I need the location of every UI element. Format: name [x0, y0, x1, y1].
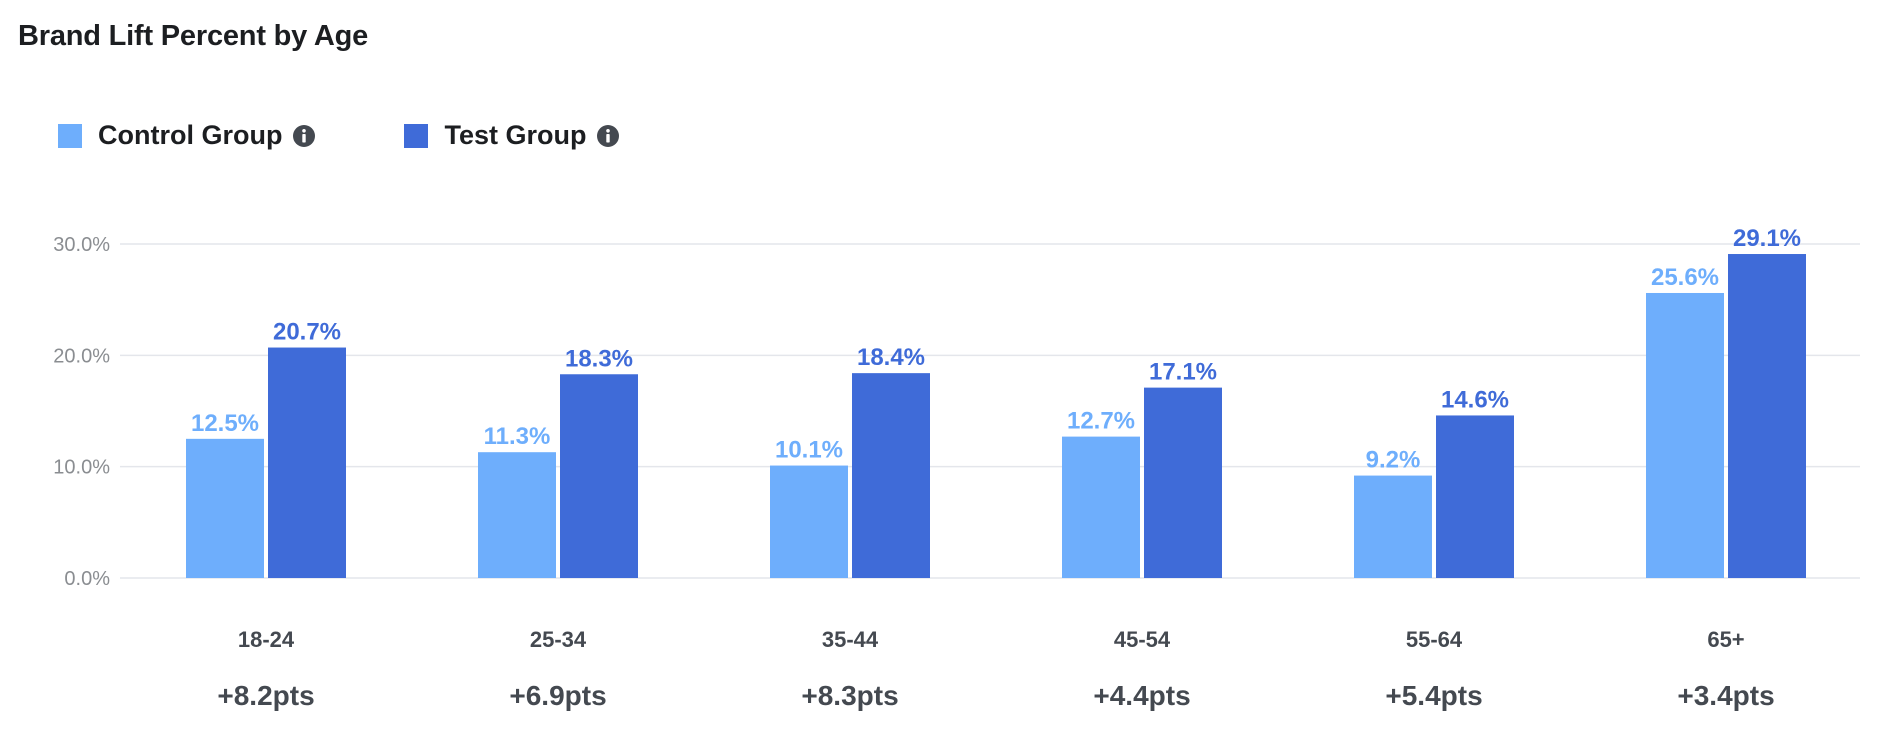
legend-item-control[interactable]: Control Group [58, 120, 316, 151]
x-tick-label: 65+ [1707, 627, 1744, 652]
bar-control [1062, 436, 1140, 578]
y-tick-label: 10.0% [53, 457, 110, 479]
bar-test [1144, 387, 1222, 578]
data-label-control: 12.5% [191, 410, 259, 437]
legend-item-test[interactable]: Test Group [404, 120, 620, 151]
chart-title: Brand Lift Percent by Age [18, 20, 369, 52]
data-label-control: 12.7% [1067, 408, 1135, 435]
bar-test [268, 347, 346, 578]
lift-label: +4.4pts [1093, 680, 1190, 711]
gridlines [120, 243, 1860, 579]
y-tick-label: 20.0% [53, 345, 110, 367]
bar-test [852, 373, 930, 578]
legend-label-control: Control Group [98, 120, 283, 150]
bar-control [1354, 475, 1432, 578]
x-tick-label: 45-54 [1114, 627, 1171, 652]
data-label-control: 25.6% [1651, 264, 1719, 291]
lift-label: +3.4pts [1677, 680, 1774, 711]
data-label-test: 17.1% [1149, 359, 1217, 386]
data-label-control: 10.1% [775, 437, 843, 464]
bar-test [1728, 254, 1806, 578]
info-icon[interactable] [596, 124, 620, 148]
data-label-test: 20.7% [273, 319, 341, 346]
x-tick-label: 35-44 [822, 627, 879, 652]
bar-control [478, 452, 556, 578]
x-tick-label: 55-64 [1406, 627, 1463, 652]
data-label-control: 9.2% [1366, 447, 1421, 474]
x-axis-ticks: 18-24 25-34 35-44 45-54 55-64 65+ [238, 627, 1745, 652]
lift-label: +5.4pts [1385, 680, 1482, 711]
data-labels: 12.5% 20.7% 11.3% 18.3% 10.1% 18.4% 12.7% 17.1%… [191, 225, 1801, 474]
lift-labels: +8.2pts +6.9pts +8.3pts +4.4pts +5.4pts +3.4p… [217, 680, 1774, 711]
bars [186, 254, 1806, 578]
lift-label: +8.2pts [217, 680, 314, 711]
legend-swatch-control [58, 123, 82, 148]
legend: Control Group Test Group [58, 120, 708, 151]
bar-control [1646, 292, 1724, 578]
y-tick-label: 0.0% [64, 568, 110, 590]
y-tick-label: 30.0% [53, 234, 110, 256]
x-tick-label: 25-34 [530, 627, 587, 652]
bar-test [1436, 415, 1514, 578]
info-icon[interactable] [292, 124, 316, 148]
data-label-test: 18.4% [857, 344, 925, 371]
y-axis-ticks: 0.0% 10.0% 20.0% 30.0% [53, 234, 110, 590]
x-tick-label: 18-24 [238, 627, 295, 652]
lift-label: +8.3pts [801, 680, 898, 711]
data-label-test: 29.1% [1733, 225, 1801, 252]
data-label-test: 14.6% [1441, 386, 1509, 413]
bar-test [560, 374, 638, 578]
legend-swatch-test [404, 123, 429, 148]
data-label-control: 11.3% [484, 423, 551, 450]
lift-label: +6.9pts [509, 680, 606, 711]
bar-control [186, 438, 264, 578]
bar-control [770, 465, 848, 578]
data-label-test: 18.3% [565, 345, 633, 372]
legend-label-test: Test Group [444, 120, 587, 150]
